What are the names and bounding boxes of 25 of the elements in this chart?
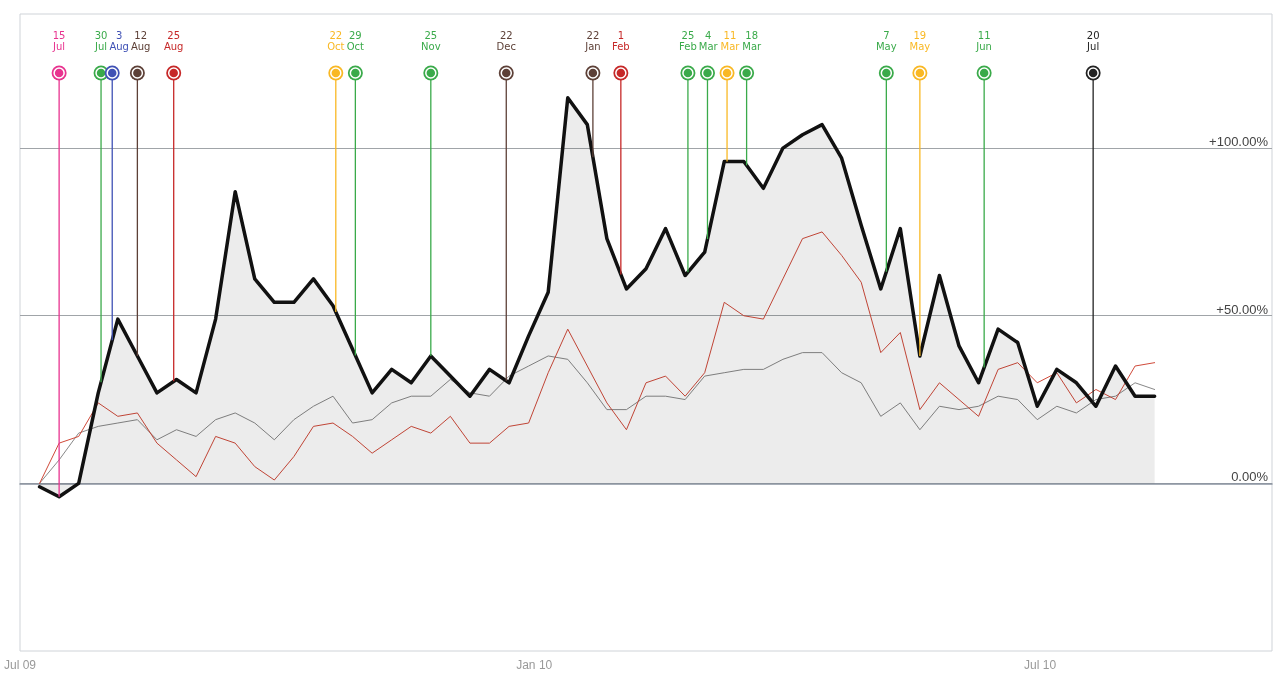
y-tick-label: +100.00% [1209, 134, 1269, 150]
y-tick-label: +50.00% [1216, 301, 1269, 317]
ref-line-label: 11 Jun [975, 30, 992, 52]
x-tick-label: Jan 10 [516, 658, 553, 672]
ref-line-label: 22 Jan [584, 30, 601, 52]
ref-line-label: 12 Aug [130, 30, 151, 52]
ref-line-label: 18 Mar [742, 30, 763, 52]
ref-line-label: 19 May [909, 30, 931, 52]
x-tick-label: Jul 09 [3, 658, 37, 672]
ref-line-label: 11 Mar [720, 30, 741, 52]
ref-line-label: 30 Jul [94, 30, 108, 52]
ref-line-label: 22 Dec [496, 30, 516, 52]
ref-line-label: 29 Oct [346, 30, 365, 52]
ref-line-label: 4 Mar [698, 30, 719, 52]
x-tick-label: Jul 10 [1024, 658, 1057, 672]
ref-line-label: 7 May [876, 30, 897, 52]
ref-line-label: 25 Nov [421, 30, 441, 52]
ref-line-label: 25 Aug [163, 30, 184, 52]
ref-line-label: 3 Aug [109, 30, 129, 52]
ref-line-label: 15 Jul [52, 30, 66, 52]
ref-line-label: 1 Feb [611, 30, 630, 52]
ref-line-label: 22 Oct [327, 30, 345, 52]
ref-line-label: 25 Feb [679, 30, 697, 52]
ref-line-label: 20 Jul [1086, 30, 1100, 52]
y-tick-label: 0.00% [1231, 469, 1269, 485]
